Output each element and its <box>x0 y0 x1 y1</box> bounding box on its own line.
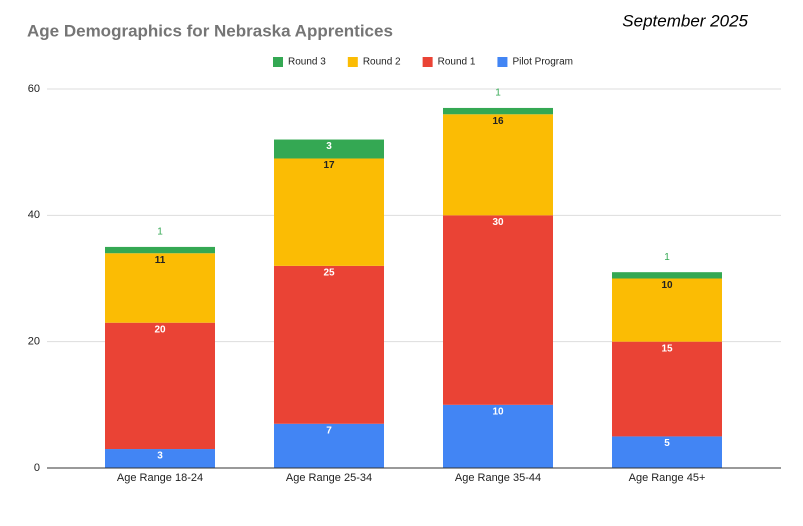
bar-segment <box>105 322 215 450</box>
y-tick-label: 60 <box>28 83 40 95</box>
data-label: 11 <box>155 255 166 266</box>
legend-swatch <box>347 57 358 67</box>
legend-label: Round 2 <box>363 57 401 68</box>
bar-segment <box>612 436 722 468</box>
data-label: 1 <box>157 227 163 238</box>
x-tick-label: Age Range 25-34 <box>286 472 372 484</box>
data-label: 16 <box>492 116 504 127</box>
legend-label: Pilot Program <box>512 57 573 68</box>
bar-segment <box>274 139 384 159</box>
bar-segment <box>274 265 384 424</box>
data-label: 1 <box>664 252 670 263</box>
legend-swatch <box>497 57 508 67</box>
data-label: 10 <box>492 406 504 417</box>
data-label: 10 <box>661 280 673 291</box>
chart-title: Age Demographics for Nebraska Apprentice… <box>27 21 393 40</box>
bar-segment <box>443 404 553 468</box>
bar-segment <box>105 449 215 468</box>
x-tick-label: Age Range 18-24 <box>117 472 203 484</box>
data-label: 25 <box>323 268 335 279</box>
x-tick-label: Age Range 35-44 <box>455 472 541 484</box>
data-label: 30 <box>492 217 504 228</box>
data-label: 7 <box>326 425 332 436</box>
legend-swatch <box>273 57 283 67</box>
bar-segment <box>443 114 553 216</box>
legend-label: Round 3 <box>288 57 326 68</box>
bar-segment <box>274 423 384 468</box>
bar-segment <box>443 215 553 405</box>
data-label: 3 <box>326 141 332 152</box>
bar-segment <box>612 272 722 279</box>
bar-segment <box>612 278 722 342</box>
legend-label: Round 1 <box>438 57 476 68</box>
data-label: 20 <box>154 324 166 335</box>
date-annotation: September 2025 <box>622 11 748 30</box>
y-tick-label: 40 <box>28 209 40 221</box>
legend-swatch <box>422 57 433 67</box>
bar-segment <box>443 107 553 115</box>
x-tick-label: Age Range 45+ <box>629 472 706 484</box>
y-tick-label: 0 <box>34 462 40 474</box>
bar-segment <box>274 158 384 266</box>
bar-segment <box>105 246 215 254</box>
data-label: 5 <box>664 438 670 449</box>
data-label: 3 <box>157 451 163 462</box>
data-label: 15 <box>661 343 673 354</box>
bar-segment <box>105 253 215 323</box>
y-tick-label: 20 <box>28 336 40 348</box>
data-label: 1 <box>495 88 501 99</box>
bar-segment <box>612 341 722 437</box>
data-label: 17 <box>323 160 335 171</box>
